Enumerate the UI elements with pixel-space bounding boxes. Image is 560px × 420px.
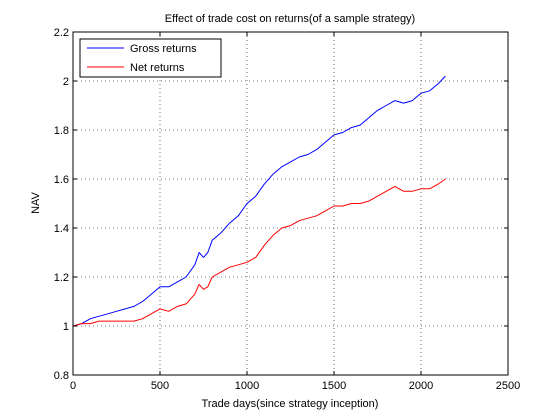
y-tick-label: 1.8: [54, 125, 69, 137]
series-line-net-returns: [72, 178, 446, 327]
grid-lines: [73, 32, 508, 375]
series-layer: [72, 75, 446, 327]
y-tick-label: 2: [63, 76, 69, 88]
y-tick-label: 2.2: [54, 27, 69, 39]
y-tick-label: 1: [63, 321, 69, 333]
x-tick-label: 1500: [322, 380, 346, 392]
chart-title: Effect of trade cost on returns(of a sam…: [165, 13, 415, 25]
series-line-gross-returns: [72, 75, 446, 327]
x-tick-label: 2000: [409, 380, 433, 392]
y-axis-label: NAV: [30, 191, 42, 213]
legend-label-gross-returns: Gross returns: [130, 43, 197, 55]
legend-label-net-returns: Net returns: [130, 62, 185, 74]
y-tick-label: 1.6: [54, 174, 69, 186]
x-tick-label: 0: [70, 380, 76, 392]
legend: Gross returns Net returns: [79, 38, 222, 78]
x-tick-label: 500: [151, 380, 169, 392]
y-tick-label: 0.8: [54, 370, 69, 382]
plot-frame: [72, 31, 509, 376]
plot-area: [73, 32, 508, 375]
x-tick-labels: 0 500 1000 1500 2000 2500: [70, 380, 520, 392]
tick-marks: [72, 31, 509, 376]
legend-box: [79, 38, 222, 78]
y-tick-label: 1.2: [54, 272, 69, 284]
x-axis-label: Trade days(since strategy inception): [202, 398, 379, 410]
x-tick-label: 1000: [235, 380, 259, 392]
y-tick-label: 1.4: [54, 223, 69, 235]
y-tick-labels: 0.8 1 1.2 1.4 1.6 1.8 2 2.2: [54, 27, 69, 382]
x-tick-label: 2500: [496, 380, 520, 392]
